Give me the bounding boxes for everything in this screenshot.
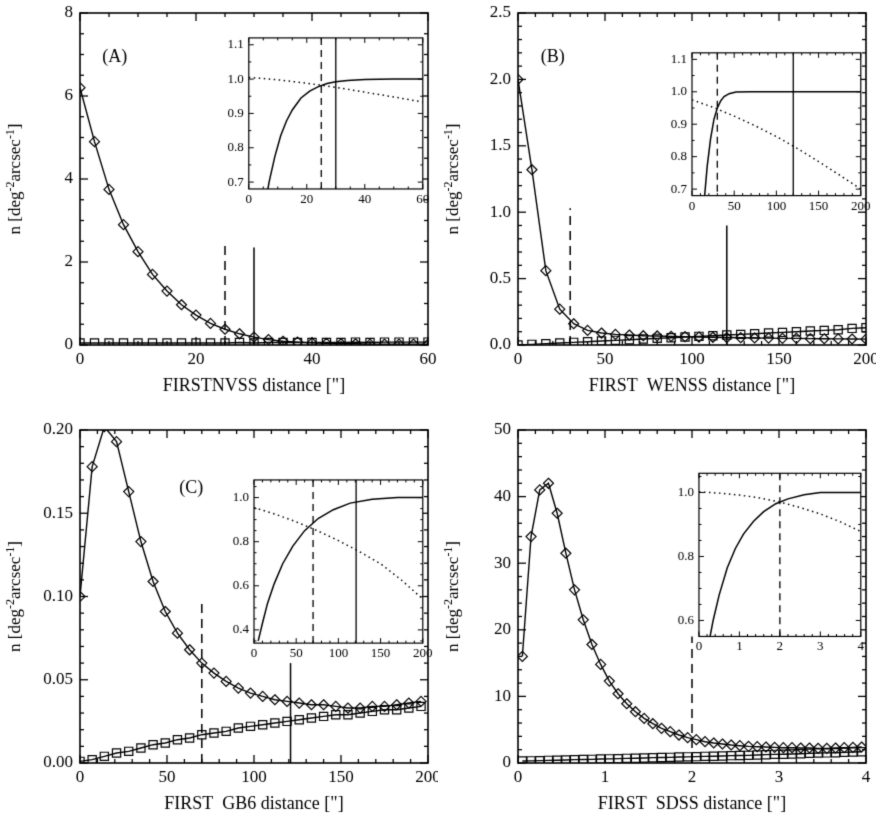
panel-d — [438, 417, 877, 835]
chart-panel-d — [438, 417, 876, 835]
chart-panel-c — [0, 417, 438, 835]
panel-c — [0, 417, 438, 835]
panel-a — [0, 0, 438, 417]
panel-b — [438, 0, 877, 417]
chart-panel-b — [438, 0, 876, 417]
chart-panel-a — [0, 0, 438, 417]
